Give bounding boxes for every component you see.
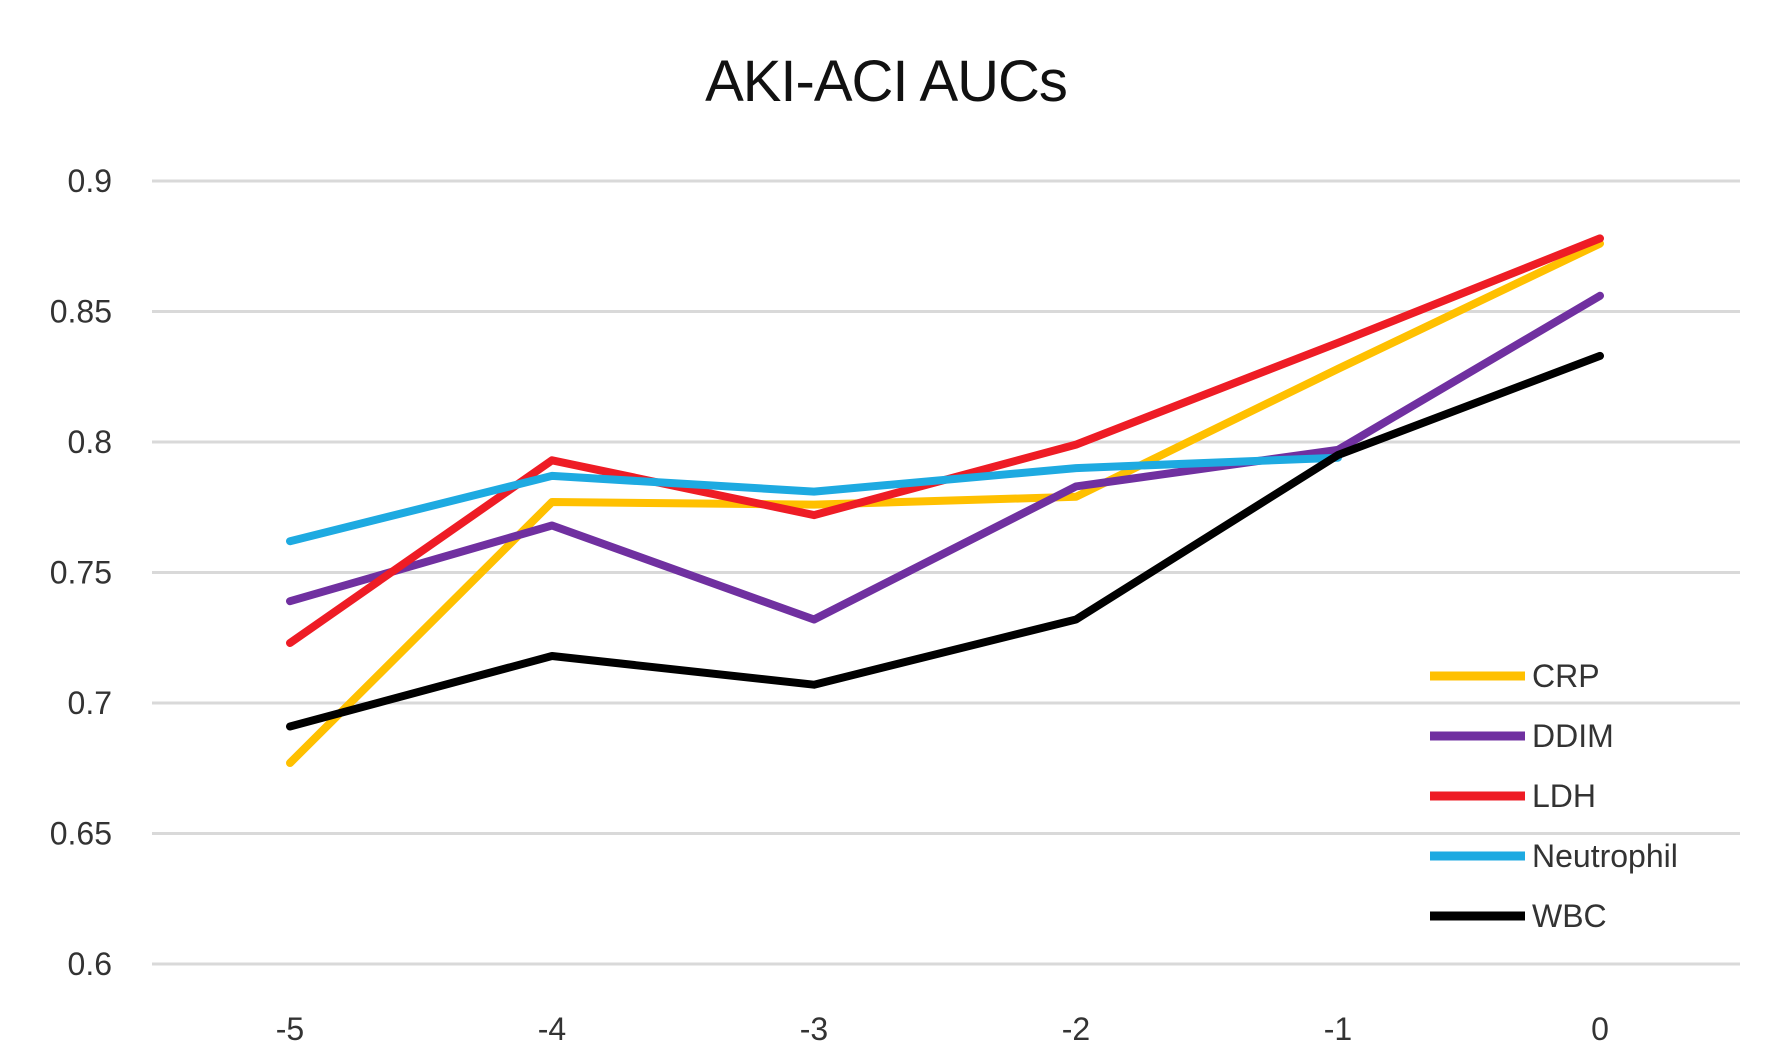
- x-tick-label: -1: [1324, 1011, 1352, 1047]
- x-axis-tick-labels: -5 -4 -3 -2 -1 0: [276, 1011, 1609, 1047]
- chart-title: AKI-ACI AUCs: [705, 49, 1068, 114]
- x-tick-label: -2: [1062, 1011, 1090, 1047]
- x-tick-label: 0: [1591, 1011, 1609, 1047]
- y-tick-label: 0.75: [50, 555, 112, 591]
- y-tick-label: 0.7: [68, 685, 112, 721]
- series-line-neutrophil: [286, 453, 1342, 546]
- legend-item-wbc: WBC: [1430, 898, 1607, 934]
- legend-label: Neutrophil: [1532, 838, 1678, 874]
- legend-label: LDH: [1532, 778, 1596, 814]
- legend-item-neutrophil: Neutrophil: [1430, 838, 1678, 874]
- x-tick-label: -4: [538, 1011, 566, 1047]
- legend-item-ldh: LDH: [1430, 778, 1596, 814]
- y-tick-label: 0.8: [68, 424, 112, 460]
- x-tick-label: -5: [276, 1011, 304, 1047]
- legend: CRP DDIM LDH Neutrophil WBC: [1430, 658, 1678, 934]
- y-tick-label: 0.85: [50, 294, 112, 330]
- legend-label: DDIM: [1532, 718, 1614, 754]
- series-line-ddim: [286, 291, 1604, 624]
- series-lines: [286, 234, 1604, 767]
- y-tick-label: 0.9: [68, 163, 112, 199]
- gridlines: [152, 179, 1740, 966]
- series-line-crp: [286, 239, 1604, 767]
- legend-item-crp: CRP: [1430, 658, 1600, 694]
- legend-item-ddim: DDIM: [1430, 718, 1614, 754]
- y-tick-label: 0.65: [50, 816, 112, 852]
- legend-label: WBC: [1532, 898, 1607, 934]
- legend-label: CRP: [1532, 658, 1600, 694]
- series-line-wbc: [286, 351, 1604, 731]
- y-tick-label: 0.6: [68, 946, 112, 982]
- x-tick-label: -3: [800, 1011, 828, 1047]
- y-axis-tick-labels: 0.6 0.65 0.7 0.75 0.8 0.85 0.9: [50, 163, 112, 982]
